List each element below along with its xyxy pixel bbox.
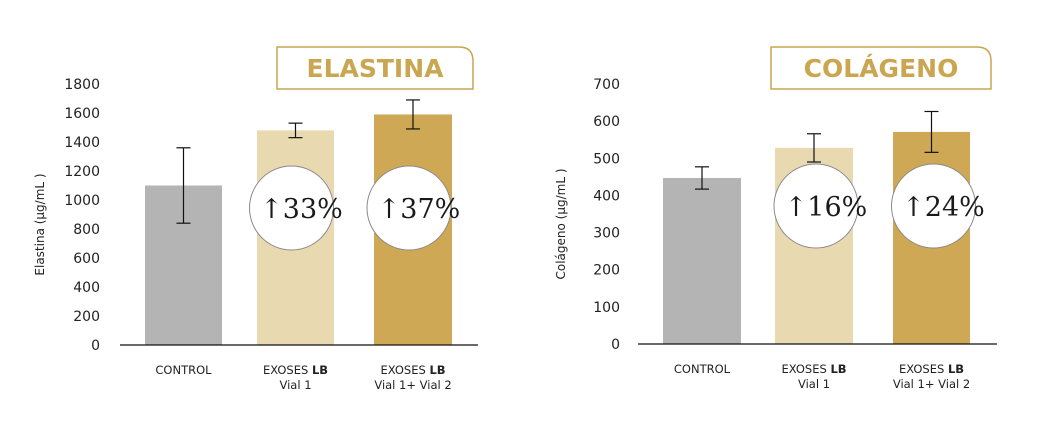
y-axis-label: Colágeno (µg/mL )	[554, 168, 568, 279]
x-tick-label-bold: LB	[948, 362, 964, 376]
y-tick-label: 200	[593, 263, 620, 279]
y-tick-label: 1400	[64, 135, 100, 151]
y-tick-label: 0	[91, 338, 100, 354]
x-tick-label-line2: Vial 1+ Vial 2	[893, 377, 970, 391]
chart-title: COLÁGENO	[804, 54, 959, 83]
x-tick-label-line2: Vial 1+ Vial 2	[374, 378, 451, 392]
annotation-circle	[249, 165, 334, 251]
y-tick-label: 1000	[64, 193, 100, 209]
x-tick-label-bold: LB	[312, 363, 328, 377]
annotation-circle	[366, 165, 452, 251]
y-tick-label: 600	[593, 114, 620, 130]
x-tick-label-text: EXOSES	[263, 363, 312, 377]
x-tick-label-line2: Vial 1	[279, 378, 311, 392]
title-box	[276, 46, 474, 90]
y-tick-label: 0	[611, 337, 620, 353]
x-tick-label: CONTROL	[155, 363, 212, 377]
x-tick-label: EXOSES LB	[899, 362, 964, 376]
title-box	[770, 46, 992, 90]
x-tick-label: EXOSES LB	[380, 363, 445, 377]
y-tick-label: 1800	[64, 77, 100, 93]
annotation-label: ↑24%	[902, 192, 985, 223]
chart-title: ELASTINA	[307, 54, 445, 83]
chart-1: ELASTINA 0 200 400 600 800 1000 1200 1400 1600 180…	[33, 46, 478, 392]
x-tick-label: EXOSES LB	[781, 362, 846, 376]
y-tick-label: 500	[593, 151, 620, 167]
x-tick-label-line2: Vial 1	[798, 377, 830, 391]
y-tick-label: 400	[73, 280, 100, 296]
annotation-circle	[773, 163, 859, 249]
x-tick-label-text: CONTROL	[155, 363, 212, 377]
x-tick-label: CONTROL	[674, 362, 731, 376]
y-tick-label: 200	[73, 309, 100, 325]
annotation-circle	[891, 163, 976, 249]
y-tick-label: 100	[593, 300, 620, 316]
x-tick-label-text: CONTROL	[674, 362, 731, 376]
y-tick-label: 600	[73, 251, 100, 267]
annotation-label: ↑33%	[260, 194, 343, 225]
annotation-label: ↑16%	[785, 192, 868, 223]
y-tick-label: 700	[593, 77, 620, 93]
x-tick-label-bold: LB	[429, 363, 445, 377]
annotation-label: ↑37%	[378, 194, 461, 225]
y-tick-label: 1600	[64, 106, 100, 122]
x-tick-label-text: EXOSES	[899, 362, 948, 376]
y-tick-label: 1200	[64, 164, 100, 180]
x-tick-label-bold: LB	[830, 362, 846, 376]
x-tick-label-text: EXOSES	[380, 363, 429, 377]
y-tick-label: 400	[593, 188, 620, 204]
bar	[663, 177, 741, 344]
y-tick-label: 300	[593, 226, 620, 242]
chart-2: COLÁGENO 0 100 200 300 400 500 600 700 Colágeno (…	[554, 46, 997, 391]
y-tick-label: 800	[73, 222, 100, 238]
x-tick-label-text: EXOSES	[781, 362, 830, 376]
y-axis-label: Elastina (µg/mL )	[33, 173, 47, 275]
x-tick-label: EXOSES LB	[263, 363, 328, 377]
